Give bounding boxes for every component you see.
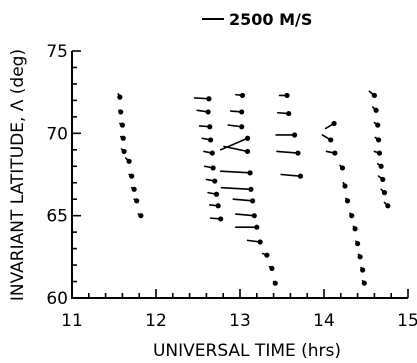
flow-vector-dot <box>239 124 245 130</box>
flow-vector-tail <box>220 186 252 191</box>
flow-vector-dot <box>208 137 214 143</box>
flow-vector-dot <box>134 198 140 204</box>
flow-vector-dot <box>117 94 123 100</box>
flow-vector-dot <box>360 267 366 273</box>
flow-vector-dot <box>376 150 383 156</box>
flow-vector-dot <box>218 216 224 222</box>
flow-vector-dot <box>352 226 358 232</box>
flow-vector-dot <box>342 183 348 189</box>
flow-vector-dot <box>269 265 275 271</box>
flow-vector-dot <box>375 122 381 128</box>
flow-vector-dot <box>210 165 216 171</box>
flow-vector-dot <box>118 109 124 115</box>
flow-vector-dot <box>126 158 132 164</box>
y-axis-label: INVARIANT LATITUDE, Λ (deg) <box>8 49 28 301</box>
x-tick-label: 12 <box>145 311 167 331</box>
flow-vector-dot <box>257 239 263 245</box>
flow-vector-tail <box>232 198 254 202</box>
flow-vector-dot <box>239 92 246 99</box>
flow-vector-dot <box>331 120 337 127</box>
flow-vector-dot <box>371 92 377 99</box>
flow-vector-tail <box>223 145 249 153</box>
flow-vector-dot <box>376 137 382 143</box>
flow-vector-dot <box>297 173 304 179</box>
flow-vector-dot <box>292 132 298 138</box>
flow-vector-dot <box>209 150 215 156</box>
flow-vector-tail <box>219 137 249 151</box>
flow-vector-dot <box>272 280 278 286</box>
flow-vector-dot <box>361 280 367 286</box>
y-tick-label: 75 <box>46 42 68 62</box>
flow-vector-dot <box>121 148 127 155</box>
flow-vector-dot <box>244 148 251 155</box>
flow-vector-tail <box>280 173 302 177</box>
flow-vector-dot <box>286 110 292 117</box>
axes: 60 65 70 75 11 12 13 14 15 <box>46 42 417 331</box>
flow-vector-dot <box>373 107 379 113</box>
y-tick-label: 60 <box>46 289 68 309</box>
flow-vector-dot <box>264 252 270 258</box>
flow-vector-dot <box>205 109 211 115</box>
y-tick-label: 70 <box>46 124 68 144</box>
x-tick-label: 11 <box>61 311 83 331</box>
flow-vector-dot <box>215 203 221 209</box>
vector-marks <box>117 90 391 286</box>
flow-vector-dot <box>129 173 135 179</box>
flow-vector-dot <box>328 137 334 143</box>
legend-label: 2500 M/S <box>229 10 312 29</box>
flow-vector-dot <box>251 213 257 219</box>
flow-vector-dot <box>206 96 212 102</box>
flow-vector-dot <box>250 198 256 204</box>
flow-vector-tail <box>235 213 256 217</box>
flow-vector-tail <box>276 150 299 154</box>
x-tick-label: 15 <box>397 311 417 331</box>
flow-vector-dot <box>380 176 386 183</box>
flow-vector-dot <box>332 150 338 156</box>
flow-vector-dot <box>120 135 126 141</box>
flow-vector-dot <box>339 165 346 171</box>
flow-vector-dot <box>131 186 137 192</box>
flow-vector-dot <box>344 198 351 204</box>
flow-vector-dot <box>378 163 384 169</box>
flow-vector-dot <box>254 224 260 230</box>
x-axis-label: UNIVERSAL TIME (hrs) <box>153 341 341 361</box>
flow-vector-dot <box>385 203 391 209</box>
flow-vector-dot <box>207 124 213 130</box>
flow-vector-dot <box>381 190 388 196</box>
flow-vector-dot <box>244 135 251 141</box>
flow-vector-dot <box>239 109 245 115</box>
flow-vector-dot <box>119 122 125 128</box>
flow-vector-dot <box>284 92 290 99</box>
legend: 2500 M/S <box>202 10 312 29</box>
x-tick-label: 13 <box>229 311 251 331</box>
flow-vector-tail <box>219 170 251 174</box>
flow-vector-dot <box>349 213 355 219</box>
flow-vector-dot <box>213 191 220 197</box>
flow-vector-dot <box>212 178 218 184</box>
flow-vector-dot <box>355 241 361 247</box>
flow-vector-dot <box>138 213 144 219</box>
flow-vector-dot <box>295 150 301 156</box>
flow-vector-dot <box>247 170 253 176</box>
y-tick-label: 65 <box>46 207 68 227</box>
flow-vector-dot <box>357 254 363 260</box>
flow-vector-dot <box>248 186 254 192</box>
x-tick-label: 14 <box>313 311 335 331</box>
